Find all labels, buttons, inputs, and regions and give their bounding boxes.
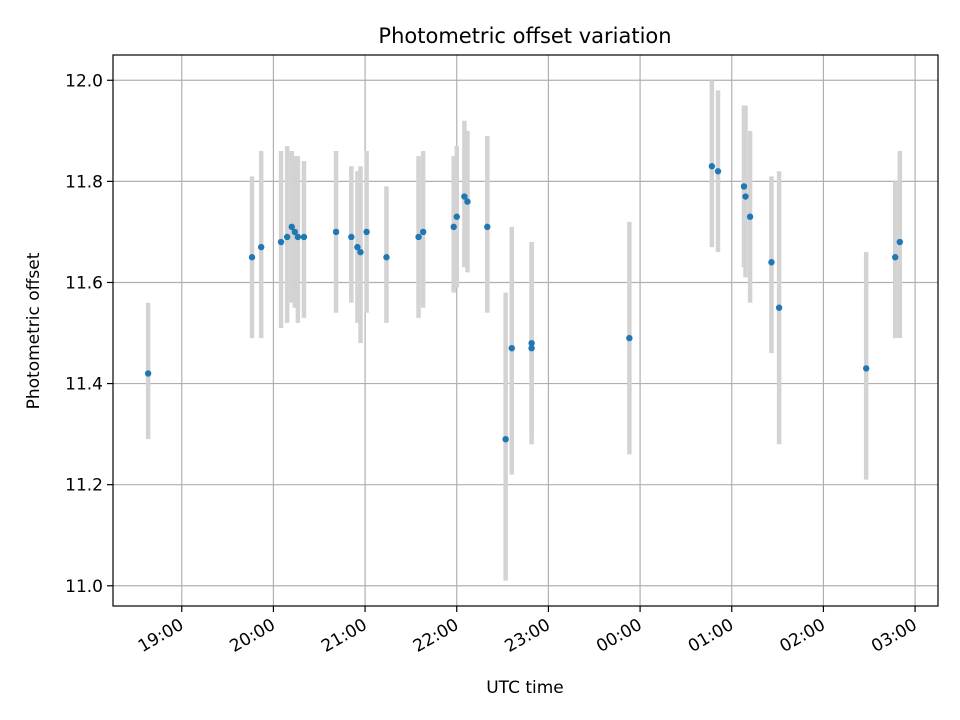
data-point bbox=[283, 233, 291, 241]
data-point bbox=[383, 254, 390, 261]
x-axis-label: UTC time bbox=[486, 678, 564, 698]
data-point bbox=[300, 233, 308, 241]
data-point bbox=[257, 243, 265, 251]
y-tick-label: 11.2 bbox=[65, 476, 103, 496]
data-point bbox=[528, 344, 535, 352]
x-tick-label: 02:00 bbox=[776, 615, 828, 657]
data-point bbox=[892, 254, 899, 261]
data-point bbox=[354, 243, 361, 251]
data-point bbox=[357, 248, 364, 256]
data-point bbox=[708, 163, 716, 170]
grid-lines bbox=[113, 55, 938, 606]
data-point bbox=[332, 228, 340, 236]
data-point bbox=[415, 233, 422, 241]
data-point bbox=[896, 238, 904, 246]
x-tick-label: 00:00 bbox=[593, 615, 645, 657]
y-tick-label: 11.4 bbox=[65, 375, 103, 395]
x-tick-label: 22:00 bbox=[410, 615, 462, 657]
data-point bbox=[464, 198, 471, 205]
data-point bbox=[502, 435, 509, 443]
y-axis-ticks: 11.0 11.2 11.4 11.6 11.8 12.0 bbox=[65, 71, 113, 597]
data-point bbox=[714, 168, 722, 175]
error-bars bbox=[145, 80, 903, 581]
data-point bbox=[746, 213, 754, 220]
x-tick-label: 20:00 bbox=[226, 615, 278, 657]
x-tick-label: 23:00 bbox=[501, 615, 553, 657]
data-point bbox=[419, 228, 427, 236]
data-point bbox=[450, 223, 457, 231]
y-tick-label: 11.8 bbox=[65, 172, 103, 192]
data-points bbox=[144, 163, 904, 443]
data-point bbox=[363, 228, 370, 236]
x-tick-label: 01:00 bbox=[685, 615, 737, 657]
y-axis-label: Photometric offset bbox=[24, 252, 44, 409]
data-point bbox=[248, 254, 256, 261]
x-tick-label: 21:00 bbox=[318, 615, 370, 657]
data-point bbox=[453, 213, 460, 220]
data-point bbox=[626, 334, 633, 342]
data-point bbox=[291, 228, 299, 236]
data-point bbox=[508, 344, 515, 352]
data-point bbox=[528, 339, 535, 347]
data-point bbox=[288, 223, 295, 231]
data-point bbox=[484, 223, 491, 231]
data-point bbox=[144, 370, 152, 377]
x-tick-label: 03:00 bbox=[868, 615, 920, 657]
data-point bbox=[348, 233, 355, 241]
y-tick-label: 11.0 bbox=[65, 577, 103, 597]
data-point bbox=[294, 233, 302, 241]
data-point bbox=[740, 183, 748, 190]
x-axis-ticks: 19:00 20:00 21:00 22:00 23:00 00:00 01:00 02:00… bbox=[135, 606, 921, 657]
plot-frame bbox=[112, 54, 939, 607]
data-point bbox=[768, 259, 775, 266]
data-point bbox=[862, 365, 870, 372]
data-point bbox=[742, 193, 749, 200]
y-tick-label: 11.6 bbox=[65, 273, 103, 293]
y-tick-label: 12.0 bbox=[65, 71, 103, 91]
x-tick-label: 19:00 bbox=[135, 615, 187, 657]
data-point bbox=[775, 304, 783, 311]
data-point bbox=[277, 238, 285, 246]
chart-title: Photometric offset variation bbox=[378, 24, 671, 48]
data-point bbox=[461, 193, 468, 200]
